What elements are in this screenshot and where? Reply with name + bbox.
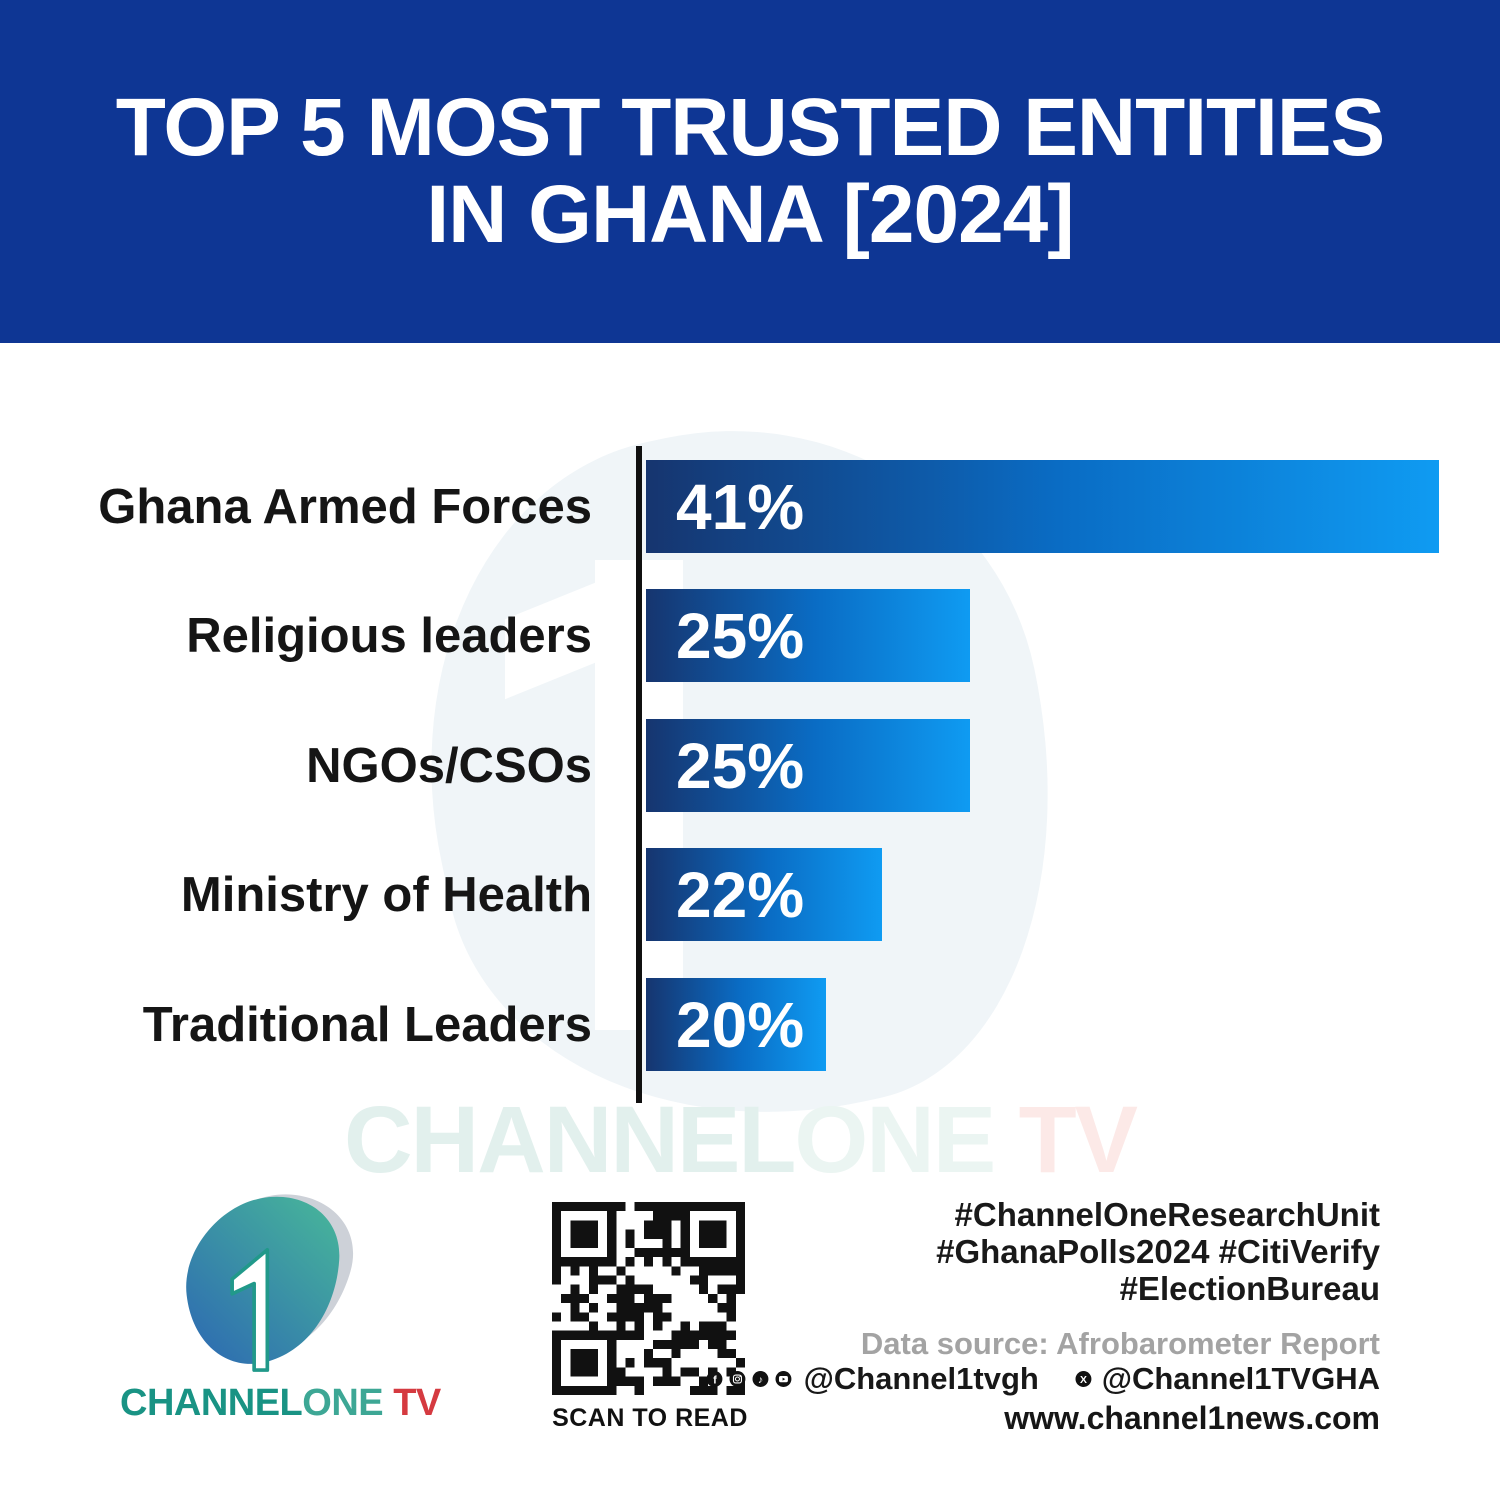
- bar-category-label: Ministry of Health: [180, 867, 592, 922]
- bar: 41%: [646, 460, 1439, 553]
- chart-axis: [636, 446, 642, 1103]
- bar: 22%: [646, 848, 882, 941]
- bar: 25%: [646, 719, 970, 812]
- data-source: Data source: Afrobarometer Report: [860, 1326, 1380, 1361]
- social-row: f ♪ @Channel1tvgh X @Channel1TVGHA: [700, 1360, 1380, 1398]
- svg-text:X: X: [1080, 1375, 1087, 1386]
- watermark-one: ONE: [794, 1087, 996, 1193]
- watermark-text: CHANNELONE TV: [290, 1086, 1190, 1195]
- hashtag-line: #ElectionBureau: [1119, 1270, 1380, 1307]
- hashtags: #ChannelOneResearchUnit #GhanaPolls2024 …: [700, 1196, 1380, 1307]
- page-title: TOP 5 MOST TRUSTED ENTITIES IN GHANA [20…: [0, 81, 1500, 260]
- bar-category-label: NGOs/CSOs: [306, 738, 592, 793]
- bar-category-label: Traditional Leaders: [142, 997, 592, 1052]
- header-banner: TOP 5 MOST TRUSTED ENTITIES IN GHANA [20…: [0, 0, 1500, 343]
- channel-one-logo: [186, 1194, 354, 1372]
- bar-category-label: Ghana Armed Forces: [98, 479, 592, 534]
- social-handle-primary: @Channel1tvgh: [803, 1361, 1039, 1396]
- wordmark-tv: TV: [383, 1382, 441, 1424]
- wordmark-channel: CHANNEL: [120, 1382, 303, 1424]
- hashtag-line: #GhanaPolls2024 #CitiVerify: [936, 1233, 1380, 1270]
- x-icon: X: [1075, 1371, 1092, 1387]
- hashtag-line: #ChannelOneResearchUnit: [954, 1196, 1380, 1233]
- qr-caption: SCAN TO READ: [552, 1404, 748, 1432]
- watermark-channel: CHANNEL: [343, 1087, 796, 1193]
- social-handle-x: @Channel1TVGHA: [1101, 1361, 1380, 1396]
- bar-value-label: 41%: [676, 470, 805, 543]
- bar-value-label: 25%: [676, 599, 805, 672]
- bar: 25%: [646, 589, 970, 682]
- title-line-2: IN GHANA [2024]: [426, 168, 1074, 260]
- bar-value-label: 20%: [676, 988, 805, 1061]
- facebook-icon: f: [706, 1371, 723, 1387]
- youtube-icon: [775, 1371, 792, 1387]
- website-url: www.channel1news.com: [1004, 1400, 1380, 1436]
- logo-wordmark: CHANNELONE TV: [120, 1382, 441, 1425]
- logo-one-numeral: [230, 1247, 270, 1372]
- bar-category-label: Religious leaders: [186, 608, 592, 663]
- svg-text:♪: ♪: [758, 1375, 763, 1386]
- bar: 20%: [646, 978, 826, 1071]
- bar-value-label: 25%: [676, 729, 805, 802]
- qr-code: [552, 1202, 745, 1395]
- wordmark-one: ONE: [302, 1382, 384, 1424]
- tiktok-icon: ♪: [752, 1371, 769, 1387]
- watermark-tv: TV: [994, 1087, 1138, 1193]
- svg-text:f: f: [713, 1374, 717, 1386]
- title-line-1: TOP 5 MOST TRUSTED ENTITIES: [115, 81, 1385, 173]
- bar-value-label: 22%: [676, 858, 805, 931]
- instagram-icon: [729, 1371, 746, 1387]
